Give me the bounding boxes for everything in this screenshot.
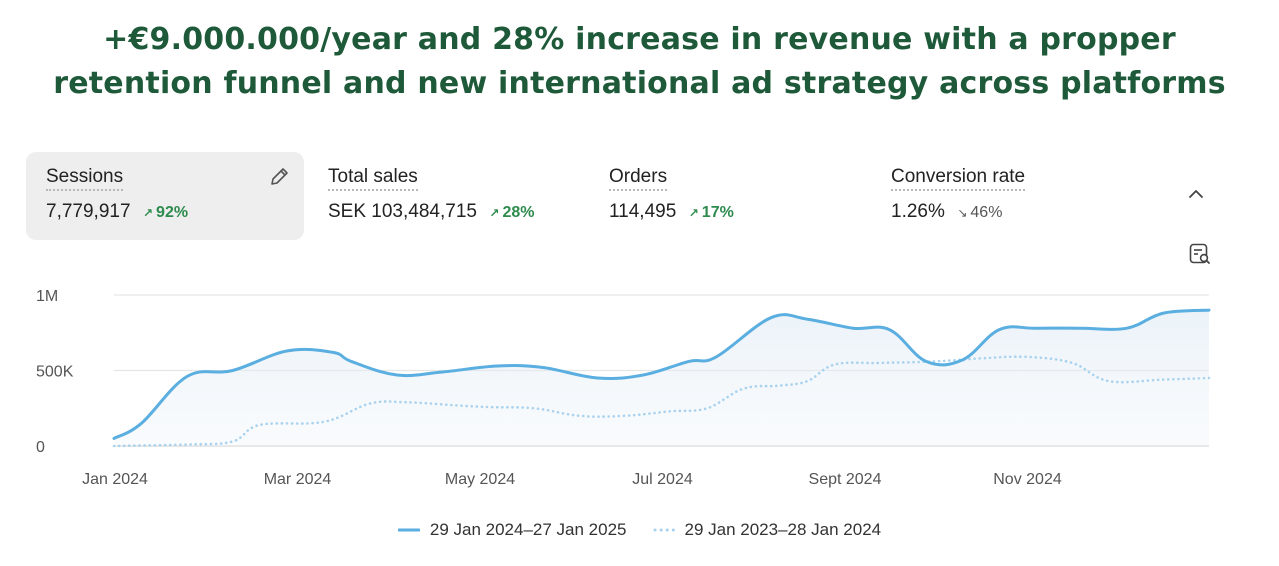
series-line-current <box>112 308 1211 440</box>
sessions-line-chart: 0 500K 1M Jan 2024 Mar 2024 May 2024 Jul 2024… <box>36 288 1211 488</box>
metric-change: ↗ 28% <box>489 204 534 221</box>
metric-card-orders[interactable]: Orders 114,495 ↗ 17% <box>589 152 859 240</box>
legend-item-previous[interactable]: 29 Jan 2023–28 Jan 2024 <box>653 520 882 540</box>
metric-card-total-sales[interactable]: Total sales SEK 103,484,715 ↗ 28% <box>308 152 578 240</box>
legend-item-current[interactable]: 29 Jan 2024–27 Jan 2025 <box>397 520 627 540</box>
x-tick-label: Jul 2024 <box>632 471 693 488</box>
x-tick-label: Mar 2024 <box>264 471 332 488</box>
headline-line-1: +€9.000.000/year and 28% increase in rev… <box>103 22 1176 57</box>
metric-label: Total sales <box>328 166 418 191</box>
x-tick-label: Sept 2024 <box>809 471 882 488</box>
metric-change-value: 46% <box>970 204 1003 221</box>
chevron-up-icon[interactable] <box>1186 186 1206 207</box>
metric-change-value: 92% <box>156 204 189 221</box>
legend-label-current: 29 Jan 2024–27 Jan 2025 <box>429 520 627 539</box>
pencil-icon[interactable] <box>268 166 290 193</box>
legend-dotted-line-icon <box>653 528 675 532</box>
metric-label: Orders <box>609 166 668 191</box>
y-tick-label: 1M <box>36 288 58 305</box>
trend-down-icon: ↘ <box>957 206 968 220</box>
x-tick-label: Nov 2024 <box>993 471 1062 488</box>
trend-up-icon: ↗ <box>688 206 699 220</box>
trend-up-icon: ↗ <box>489 206 500 220</box>
metric-value: 114,495 <box>609 201 677 222</box>
metric-value: SEK 103,484,715 <box>328 201 477 222</box>
metric-change-value: 28% <box>502 204 535 221</box>
trend-up-icon: ↗ <box>142 206 154 220</box>
metric-value: 7,779,917 <box>46 201 131 222</box>
chart-area-fill <box>114 310 1209 446</box>
x-tick-label: Jan 2024 <box>82 471 148 488</box>
headline-line-2: retention funnel and new international a… <box>53 66 1226 101</box>
y-tick-label: 0 <box>36 439 45 456</box>
metric-change: ↗ 17% <box>689 204 734 221</box>
legend-solid-line-icon <box>397 528 420 532</box>
metric-change: ↘ 46% <box>957 204 1002 221</box>
metric-change-value: 17% <box>701 204 734 221</box>
metric-label: Sessions <box>46 166 124 191</box>
x-tick-label: May 2024 <box>445 471 515 488</box>
headline: +€9.000.000/year and 28% increase in rev… <box>0 18 1279 106</box>
metric-label: Conversion rate <box>891 166 1026 191</box>
y-tick-label: 500K <box>36 364 74 381</box>
chart-legend: 29 Jan 2024–27 Jan 2025 29 Jan 2023–28 J… <box>0 520 1279 540</box>
report-search-icon[interactable] <box>1188 242 1212 271</box>
legend-label-previous: 29 Jan 2023–28 Jan 2024 <box>684 520 882 539</box>
metric-value: 1.26% <box>891 201 945 222</box>
metric-card-sessions[interactable]: Sessions 7,779,917 ↗ 92% <box>26 152 304 240</box>
metric-card-conversion-rate[interactable]: Conversion rate 1.26% ↘ 46% <box>871 152 1141 240</box>
series-line-previous <box>112 355 1211 448</box>
metric-change: ↗ 92% <box>143 204 188 221</box>
